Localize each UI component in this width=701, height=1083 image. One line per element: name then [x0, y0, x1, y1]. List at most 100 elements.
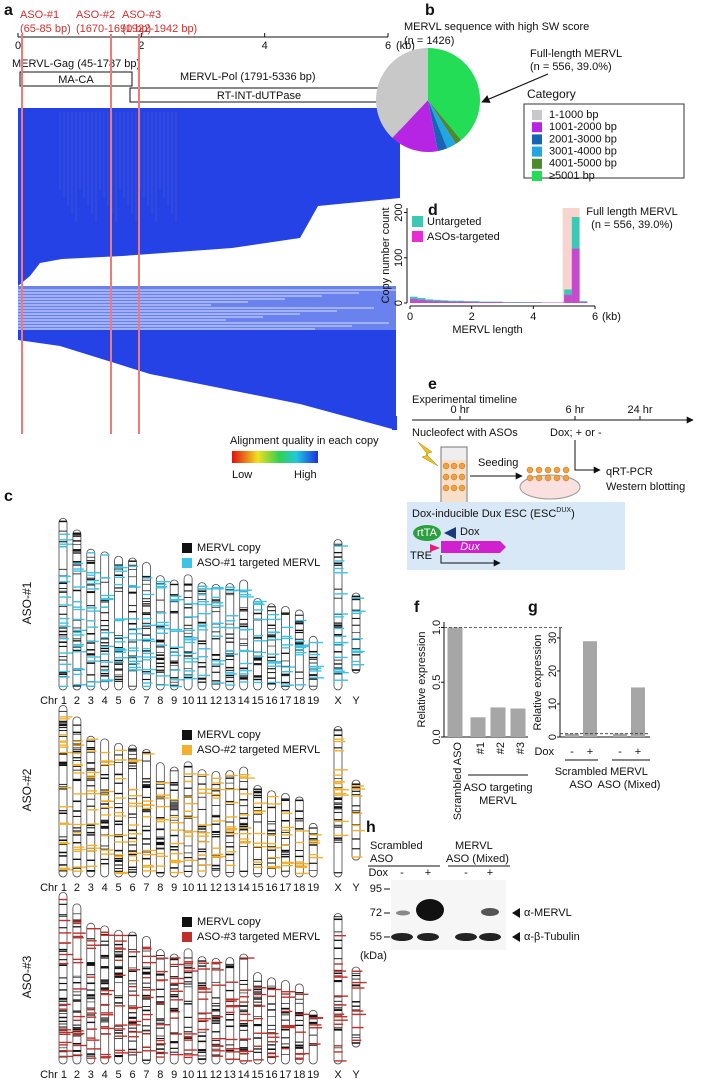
- y-tick-label: 0: [547, 734, 559, 740]
- x-tick-label: 0: [407, 311, 413, 323]
- band: [455, 933, 477, 941]
- x-tick-label: Scrambled ASO: [452, 742, 464, 821]
- legend-label: MERVL copy: [197, 729, 261, 741]
- cell: [562, 466, 570, 474]
- group-label: ASO-#2: [20, 768, 34, 811]
- panel-label: c: [4, 488, 13, 505]
- group-label: ASO: [370, 853, 394, 865]
- cell: [535, 474, 543, 482]
- group-label: ASO (Mixed): [446, 853, 509, 865]
- dux-label: Dux: [460, 541, 480, 553]
- chromosome-label: 4: [102, 695, 108, 707]
- group-label: ASO (Mixed): [598, 779, 661, 791]
- legend-swatch: [182, 745, 192, 755]
- group-label: MERVL: [610, 766, 648, 778]
- chromosome-label: 18: [293, 1069, 305, 1081]
- band: [391, 933, 413, 941]
- chromosome: [72, 903, 82, 1065]
- band-label: α-β-Tubulin: [524, 931, 580, 943]
- chromosome-label: 12: [210, 1069, 222, 1081]
- chromosome-label: 8: [157, 882, 163, 894]
- cell: [526, 466, 534, 474]
- chromosome-label: 10: [182, 1069, 194, 1081]
- chromosome-label: 6: [129, 882, 135, 894]
- y-tick-label: 30: [547, 632, 559, 644]
- chromosome: [58, 518, 68, 691]
- chromosome-label: 5: [116, 882, 122, 894]
- band: [396, 910, 410, 916]
- annotation: (n = 556, 39.0%): [530, 61, 612, 73]
- histogram-bar: [579, 302, 588, 303]
- x-tick-label: #1: [475, 742, 487, 754]
- chromosome: [86, 548, 96, 691]
- annotation: (n = 556, 39.0%): [591, 219, 673, 231]
- legend-swatch: [182, 730, 192, 740]
- chromosome-label: 15: [251, 695, 263, 707]
- histogram-bar: [456, 301, 464, 303]
- chromosome-label: X: [334, 1069, 342, 1081]
- colorbar: [232, 451, 318, 463]
- bar: [583, 641, 597, 737]
- transcript-arrow: [440, 555, 501, 567]
- histogram-bar: [571, 248, 580, 303]
- chromosome-label: 16: [265, 1069, 277, 1081]
- histogram-bar: [564, 294, 572, 303]
- chromosome-label: 11: [196, 1069, 207, 1081]
- time-label: 6 hr: [566, 404, 585, 416]
- chromosome-label: 3: [88, 882, 94, 894]
- chromosome-label: 7: [143, 882, 149, 894]
- legend-label: ≥5001 bp: [549, 170, 595, 182]
- cell: [544, 466, 552, 474]
- chromosome: [114, 555, 123, 691]
- chromosome-label: 3: [88, 695, 94, 707]
- cell: [442, 484, 450, 492]
- bar: [613, 733, 627, 737]
- annotation: Full length MERVL: [586, 206, 678, 218]
- aso-range: (1670-1690 bp): [76, 23, 151, 35]
- band-pointer: [512, 932, 520, 942]
- pie-slice: [428, 100, 456, 149]
- bar: [490, 707, 506, 737]
- arrow: [574, 440, 601, 474]
- chromosome-label: 18: [293, 695, 305, 707]
- chromosome-label: 2: [74, 882, 80, 894]
- chromosome-label: 11: [196, 882, 207, 894]
- legend-swatch: [182, 917, 192, 927]
- chromosome: [141, 936, 151, 1065]
- chromosome-label: 7: [143, 695, 149, 707]
- legend-label: ASO-#1 targeted MERVL: [197, 557, 320, 569]
- chromosome-label: Chr 1: [40, 1069, 67, 1081]
- chromosome: [225, 770, 235, 878]
- legend-swatch: [412, 231, 423, 242]
- legend-box: [523, 103, 685, 179]
- aso-range: (1922-1942 bp): [122, 23, 197, 35]
- legend-label: MERVL copy: [197, 916, 261, 928]
- step-label: Dox; + or -: [550, 427, 602, 439]
- histogram-bar: [425, 300, 434, 303]
- chromosome: [267, 977, 276, 1065]
- domain-box: [19, 71, 133, 87]
- alignment-map: [392, 416, 397, 430]
- chromosome: [351, 779, 361, 861]
- gene-label: MERVL-Gag (45-1787 bp): [12, 58, 140, 70]
- y-axis-title: Relative expression: [416, 632, 428, 728]
- chromosome: [239, 953, 249, 1065]
- legend-swatch: [532, 134, 542, 145]
- readout: qRT-PCR: [606, 466, 653, 478]
- chromosome-label: 5: [116, 695, 122, 707]
- x-tick-label: 6: [592, 311, 598, 323]
- time-label: 0 hr: [451, 404, 470, 416]
- histogram-bar: [410, 298, 418, 303]
- chromosome-label: 13: [224, 882, 236, 894]
- legend-label: Untargeted: [427, 216, 481, 228]
- chromosome: [183, 574, 193, 691]
- chromosome-label: 19: [307, 882, 319, 894]
- dox-label: -: [464, 867, 468, 879]
- chromosome-label: 13: [224, 695, 236, 707]
- chromosome-label: 10: [182, 882, 194, 894]
- construct-title: ): [571, 508, 575, 520]
- pie-slice: [376, 48, 428, 138]
- chromosome: [141, 749, 151, 878]
- chromosome-label: 2: [74, 695, 80, 707]
